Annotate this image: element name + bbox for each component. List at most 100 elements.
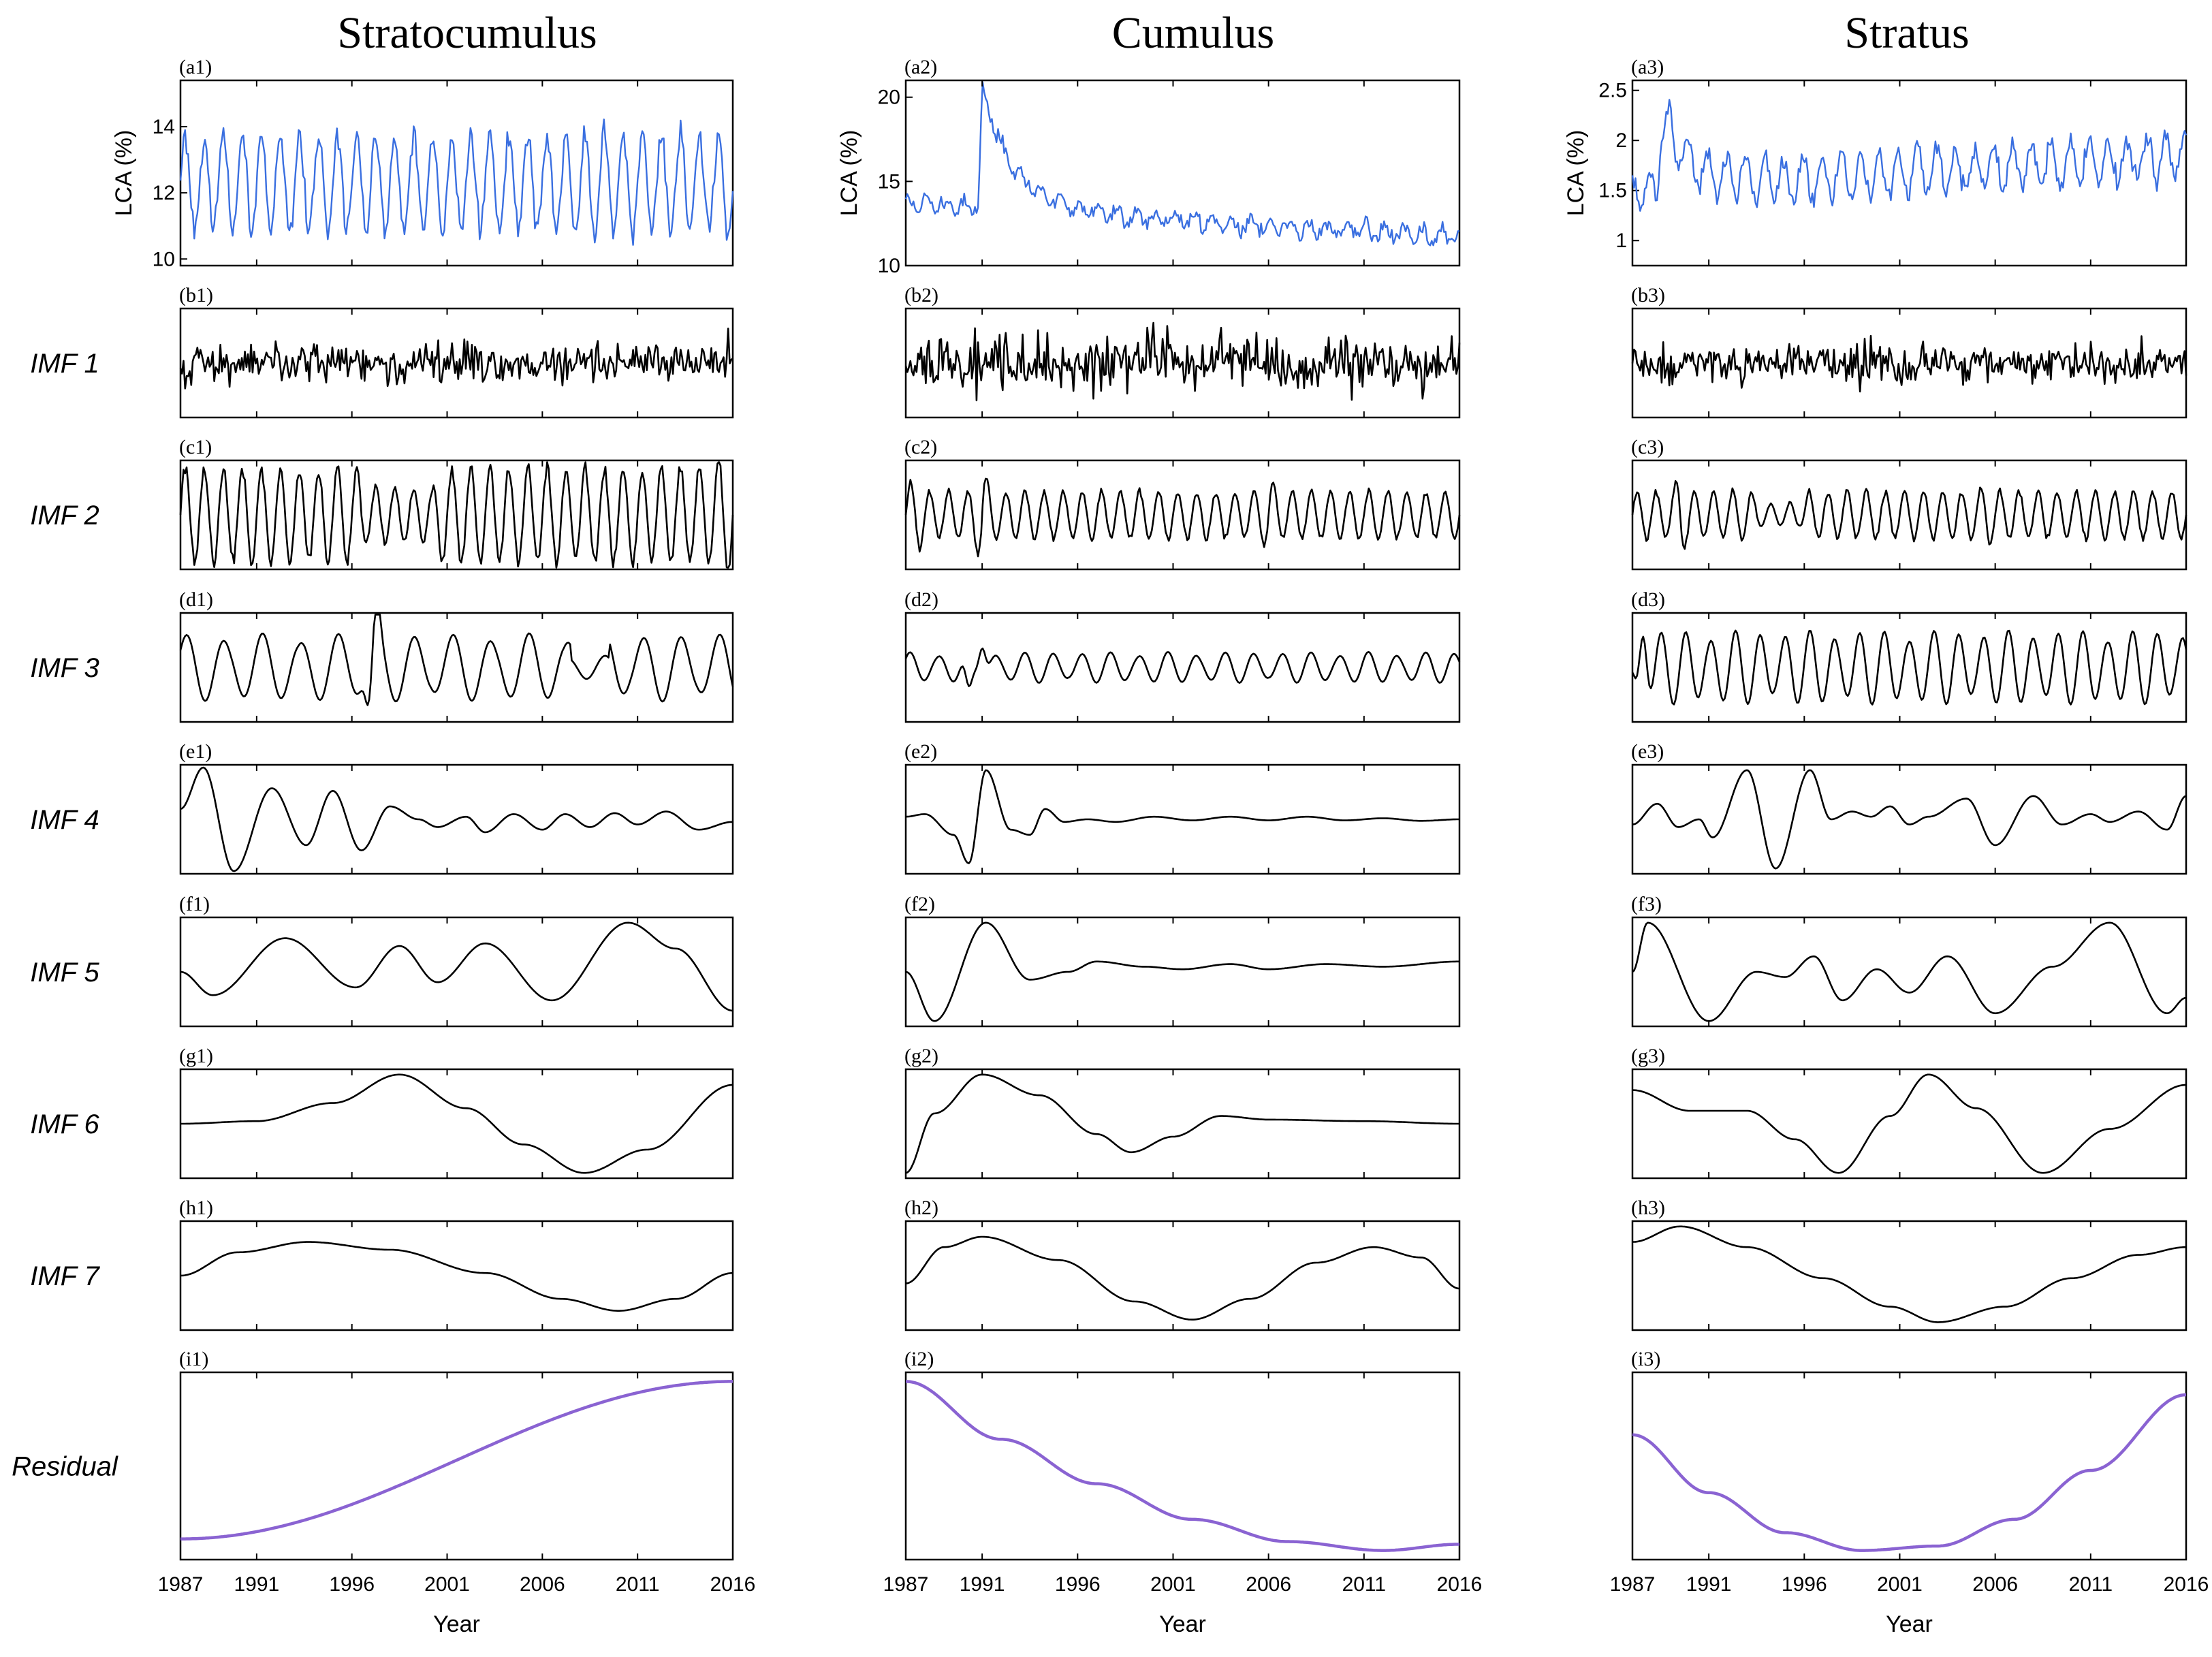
panel-label: (d1) xyxy=(179,588,213,611)
y-axis-title: LCA (%) xyxy=(836,130,862,217)
panel-e1: (e1) xyxy=(179,740,734,875)
panel-label: (d2) xyxy=(904,588,938,611)
panel-g1: (g1) xyxy=(179,1045,734,1180)
imf-4-series-line xyxy=(1632,769,2187,870)
panel-label: (e2) xyxy=(904,740,937,763)
row-label-6: IMF 6 xyxy=(30,1109,99,1139)
panel-f1: (f1) xyxy=(179,893,734,1028)
panel-c1: (c1) xyxy=(179,436,734,571)
panel-label: (c3) xyxy=(1631,436,1664,458)
lca-series-line xyxy=(904,81,1460,247)
panel-e2: (e2) xyxy=(904,740,1461,875)
column-title: Cumulus xyxy=(1112,8,1274,58)
y-tick-label: 10 xyxy=(153,248,175,270)
imf-3-series-line xyxy=(1631,629,2187,706)
panel-f2: (f2) xyxy=(904,893,1461,1028)
panel-d1: (d1) xyxy=(179,588,734,723)
row-label-8: Residual xyxy=(12,1452,118,1482)
x-axis-title: Year xyxy=(433,1611,480,1637)
panel-label: (f1) xyxy=(179,893,210,915)
panel-label: (a3) xyxy=(1631,56,1664,78)
chart-root: IMF 1 IMF 2 IMF 3 IMF 4 IMF 5 IMF 6 IMF 7 Resid… xyxy=(12,8,2209,1637)
panel-h2: (h2) xyxy=(904,1197,1461,1331)
panel-label: (i3) xyxy=(1631,1348,1660,1370)
panel-label: (b2) xyxy=(904,284,938,306)
imf-3-series-line xyxy=(904,647,1461,687)
panel-label: (h2) xyxy=(904,1197,938,1219)
imf-7-series-line xyxy=(180,1241,733,1312)
panel-frame xyxy=(179,612,734,723)
panel-frame xyxy=(1631,1371,2187,1561)
panel-d2: (d2) xyxy=(904,588,1461,723)
row-label-4: IMF 4 xyxy=(30,805,99,835)
column-stratocumulus: Stratocumulus (a1) 10 12 14 LCA (%) (b1) (c1) (d… xyxy=(111,8,755,1637)
residual-series-line xyxy=(1632,1393,2187,1552)
imf-5-series-line xyxy=(180,921,733,1012)
x-tick-label: 2001 xyxy=(1150,1573,1196,1596)
y-tick-label: 2 xyxy=(1615,129,1627,152)
x-tick-label: 1996 xyxy=(329,1573,375,1596)
panel-f3: (f3) xyxy=(1631,893,2187,1028)
panel-frame xyxy=(1631,79,2187,267)
panel-frame xyxy=(904,612,1461,723)
y-tick-label: 10 xyxy=(878,255,900,277)
panel-label: (d3) xyxy=(1631,588,1665,611)
panel-d3: (d3) xyxy=(1631,588,2187,723)
imf-6-series-line xyxy=(905,1073,1459,1174)
panel-frame xyxy=(1631,916,2187,1028)
x-tick-label: 2001 xyxy=(424,1573,470,1596)
panel-label: (b3) xyxy=(1631,284,1665,306)
panel-label: (g3) xyxy=(1631,1045,1665,1067)
imf-1-series-line xyxy=(1631,334,2187,393)
residual-series-line xyxy=(905,1380,1460,1552)
panel-frame xyxy=(904,1220,1461,1331)
panel-b3: (b3) xyxy=(1631,284,2187,419)
panel-a3: (a3) 1 1.5 2 2.5 LCA (%) xyxy=(1563,56,2187,267)
panel-e3: (e3) xyxy=(1631,740,2187,875)
panel-b2: (b2) xyxy=(904,284,1461,419)
panel-frame xyxy=(179,1068,734,1180)
panel-c3: (c3) xyxy=(1631,436,2187,571)
x-axis-title: Year xyxy=(1159,1611,1206,1637)
panel-h1: (h1) xyxy=(179,1197,734,1331)
x-axis-title: Year xyxy=(1886,1611,1933,1637)
panel-a2: (a2) 10 15 20 LCA (%) xyxy=(836,56,1461,277)
x-tick-label: 1991 xyxy=(960,1573,1005,1596)
y-tick-label: 1 xyxy=(1615,230,1627,252)
panel-label: (i1) xyxy=(179,1348,208,1370)
panel-frame xyxy=(904,307,1461,419)
panel-label: (g2) xyxy=(904,1045,938,1067)
imf-3-series-line xyxy=(179,614,734,706)
imf-1-series-line xyxy=(179,328,733,390)
row-label-7: IMF 7 xyxy=(30,1261,100,1291)
y-tick-label: 1.5 xyxy=(1598,180,1627,202)
panel-frame xyxy=(904,79,1461,267)
panel-b1: (b1) xyxy=(179,284,734,419)
panel-frame xyxy=(179,307,734,419)
imf-6-series-line xyxy=(1632,1073,2187,1174)
panel-label: (a2) xyxy=(904,56,937,78)
panel-label: (c2) xyxy=(904,436,937,458)
x-tick-label: 1991 xyxy=(1686,1573,1732,1596)
y-tick-label: 12 xyxy=(153,182,175,204)
y-axis-title: LCA (%) xyxy=(1563,130,1589,217)
panel-label: (b1) xyxy=(179,284,213,306)
panel-label: (g1) xyxy=(179,1045,213,1067)
panel-frame xyxy=(904,1371,1461,1561)
imf-2-series-line xyxy=(904,477,1461,558)
y-tick-label: 15 xyxy=(878,170,900,193)
panel-label: (e1) xyxy=(179,740,212,763)
y-tick-label: 2.5 xyxy=(1598,80,1627,102)
panel-frame xyxy=(904,916,1461,1028)
panel-frame xyxy=(179,79,734,267)
panel-label: (a1) xyxy=(179,56,212,78)
x-tick-label: 1987 xyxy=(1610,1573,1656,1596)
imf-2-series-line xyxy=(179,461,734,569)
panel-label: (h1) xyxy=(179,1197,213,1219)
panel-label: (c1) xyxy=(179,436,212,458)
panel-frame xyxy=(179,1220,734,1331)
y-tick-label: 14 xyxy=(153,116,175,138)
panel-label: (e3) xyxy=(1631,740,1664,763)
residual-series-line xyxy=(180,1380,733,1541)
panel-label: (f2) xyxy=(904,893,935,915)
